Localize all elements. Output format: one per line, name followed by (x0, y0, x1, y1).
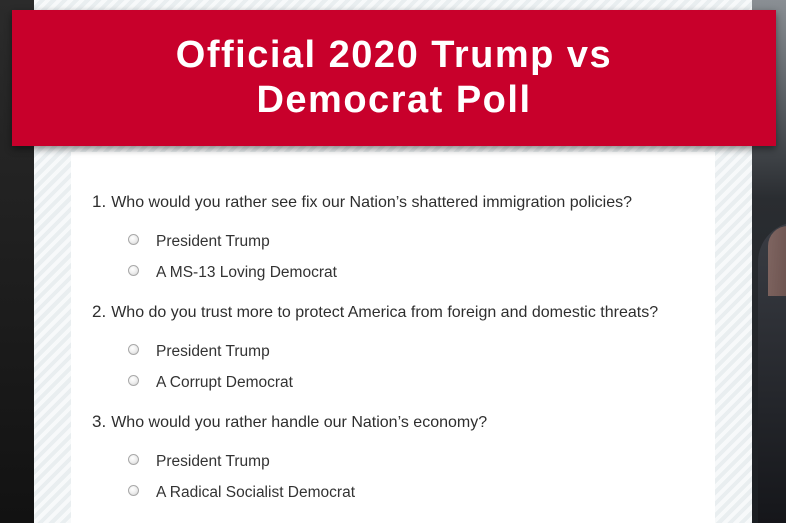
option-label: President Trump (156, 453, 270, 471)
question-1: 1. Who would you rather see fix our Natio… (92, 192, 632, 212)
q2-option-1[interactable]: President Trump (128, 342, 270, 362)
question-text: Who would you rather handle our Nation’s… (111, 414, 487, 431)
option-label: A MS-13 Loving Democrat (156, 264, 337, 282)
question-2: 2. Who do you trust more to protect Ameri… (92, 302, 658, 322)
option-label: A Corrupt Democrat (156, 374, 293, 392)
question-text: Who do you trust more to protect America… (111, 304, 658, 321)
question-3: 3. Who would you rather handle our Nation… (92, 412, 487, 432)
radio-button[interactable] (128, 234, 139, 245)
q3-option-1[interactable]: President Trump (128, 452, 270, 472)
option-label: President Trump (156, 233, 270, 251)
radio-button[interactable] (128, 454, 139, 465)
radio-button[interactable] (128, 344, 139, 355)
radio-button[interactable] (128, 265, 139, 276)
photo-detail (768, 226, 786, 296)
question-number: 1. (92, 192, 106, 211)
question-number: 3. (92, 412, 106, 431)
option-label: President Trump (156, 343, 270, 361)
poll-title: Official 2020 Trump vs Democrat Poll (114, 33, 674, 123)
q2-option-2[interactable]: A Corrupt Democrat (128, 373, 293, 393)
question-text: Who would you rather see fix our Nation’… (111, 194, 632, 211)
radio-button[interactable] (128, 375, 139, 386)
question-number: 2. (92, 302, 106, 321)
q3-option-2[interactable]: A Radical Socialist Democrat (128, 483, 355, 503)
option-label: A Radical Socialist Democrat (156, 484, 355, 502)
poll-banner: Official 2020 Trump vs Democrat Poll (12, 10, 776, 146)
radio-button[interactable] (128, 485, 139, 496)
q1-option-2[interactable]: A MS-13 Loving Democrat (128, 263, 337, 283)
q1-option-1[interactable]: President Trump (128, 232, 270, 252)
